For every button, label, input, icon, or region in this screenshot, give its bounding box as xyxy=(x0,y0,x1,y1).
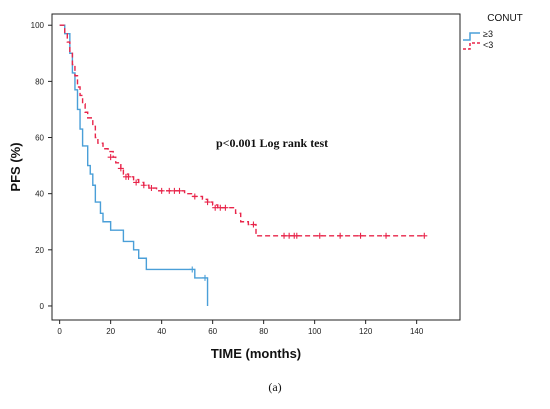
y-tick-label: 40 xyxy=(35,190,44,199)
series-2-censor-mark xyxy=(176,187,183,194)
series-2-censor-mark xyxy=(357,232,364,239)
figure-caption: (a) xyxy=(268,380,281,394)
series-2-censor-mark xyxy=(222,204,229,211)
y-tick-label: 100 xyxy=(31,21,45,30)
series-2-censor-mark xyxy=(293,232,300,239)
y-axis-title: PFS (%) xyxy=(8,142,23,191)
x-tick-label: 20 xyxy=(106,327,115,336)
series-2-censor-mark xyxy=(191,193,198,200)
series-2-censor-mark xyxy=(217,204,224,211)
series-2-censor-mark xyxy=(286,232,293,239)
legend-title: CONUT xyxy=(487,13,523,24)
ticks: 0 20 40 60 80 100 120 140 0 20 40 60 80 100 xyxy=(31,21,424,336)
series-1 xyxy=(59,24,209,306)
x-tick-label: 120 xyxy=(359,327,373,336)
series-2-censor-mark xyxy=(107,154,114,161)
legend-label-ge3: ≥3 xyxy=(483,29,493,39)
series-2-censor-mark xyxy=(212,204,219,211)
series-2-censor-mark xyxy=(148,185,155,192)
series xyxy=(59,24,428,306)
y-tick-label: 0 xyxy=(40,302,45,311)
series-2-censor-mark xyxy=(117,165,124,172)
x-tick-label: 100 xyxy=(308,327,322,336)
series-2-censor-mark xyxy=(316,232,323,239)
series-2 xyxy=(59,24,428,239)
series-2-censor-mark xyxy=(421,232,428,239)
x-tick-label: 80 xyxy=(259,327,268,336)
series-2-censor-mark xyxy=(337,232,344,239)
x-tick-label: 140 xyxy=(410,327,424,336)
legend-swatch-ge3 xyxy=(463,32,480,41)
series-2-censor-mark xyxy=(171,187,178,194)
legend: CONUT ≥3 <3 xyxy=(463,13,523,50)
series-2-censor-mark xyxy=(383,232,390,239)
series-2-censor-mark xyxy=(204,199,211,206)
series-1-censor-mark xyxy=(202,274,208,281)
y-tick-label: 60 xyxy=(35,134,44,143)
x-tick-label: 60 xyxy=(208,327,217,336)
series-2-censor-mark xyxy=(158,187,165,194)
x-tick-label: 40 xyxy=(157,327,166,336)
series-2-censor-mark xyxy=(250,221,257,228)
x-tick-label: 0 xyxy=(57,327,62,336)
plot-area xyxy=(51,13,461,321)
series-2-censor-mark xyxy=(281,232,288,239)
y-tick-label: 20 xyxy=(35,246,44,255)
legend-swatch-lt3 xyxy=(463,42,480,50)
log-rank-annotation: p<0.001 Log rank test xyxy=(216,136,328,150)
x-axis-title: TIME (months) xyxy=(211,346,301,361)
series-2-censor-mark xyxy=(140,182,147,189)
series-1-curve xyxy=(59,24,209,306)
legend-label-lt3: <3 xyxy=(483,40,493,50)
series-1-censor-mark xyxy=(189,266,196,273)
series-2-censor-mark xyxy=(166,187,173,194)
y-tick-label: 80 xyxy=(35,77,44,86)
series-2-censor-mark xyxy=(125,173,132,180)
series-2-curve xyxy=(59,24,425,237)
series-2-censor-mark xyxy=(133,179,140,186)
